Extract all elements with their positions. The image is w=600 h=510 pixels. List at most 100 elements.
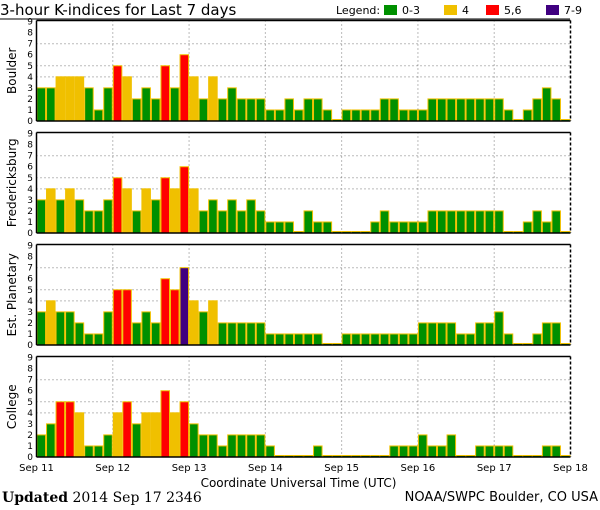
kp-bar <box>189 188 199 234</box>
kp-bar <box>103 311 113 346</box>
kp-bar <box>179 267 190 346</box>
kp-bar <box>84 87 94 122</box>
kp-bar <box>360 333 371 346</box>
x-tick-label: Sep 18 <box>553 463 588 474</box>
kp-bar <box>503 333 514 346</box>
kp-bar <box>36 87 47 122</box>
kp-bar <box>170 87 180 122</box>
kp-bar <box>170 188 180 234</box>
kp-bar <box>112 412 123 458</box>
kp-bar <box>255 210 266 234</box>
kp-bar <box>446 434 457 458</box>
kp-bar <box>551 98 561 122</box>
kp-bar <box>84 445 94 458</box>
kp-bar <box>36 434 47 458</box>
x-tick-label: Sep 16 <box>401 463 436 474</box>
y-tick-label: 6 <box>27 275 33 285</box>
kp-bar <box>131 98 142 122</box>
kp-bar <box>522 221 533 234</box>
kp-bar <box>494 98 504 122</box>
kp-bar <box>65 401 75 458</box>
kp-bar <box>303 210 314 234</box>
kp-bar <box>494 445 504 458</box>
kp-bar <box>503 445 514 458</box>
y-tick-label: 1 <box>27 106 33 116</box>
updated-timestamp: Updated 2014 Sep 17 2346 <box>2 490 202 506</box>
kp-bar <box>475 98 485 122</box>
legend-entry-label: 7-9 <box>564 4 582 17</box>
kp-bar <box>198 311 209 346</box>
kp-bar <box>398 109 409 122</box>
kp-bar <box>122 188 132 234</box>
kp-bar <box>389 333 399 346</box>
y-tick-label: 6 <box>27 163 33 173</box>
y-tick-label: 5 <box>27 174 33 184</box>
kp-bar <box>103 434 113 458</box>
kp-bar <box>427 322 438 346</box>
kp-bar <box>427 98 438 122</box>
kp-bar <box>189 76 199 122</box>
kp-bar <box>456 98 466 122</box>
kp-bar <box>313 445 323 458</box>
x-tick-label: Sep 13 <box>172 463 207 474</box>
y-tick-label: 7 <box>27 152 33 162</box>
kp-bar <box>503 109 514 122</box>
kp-bar <box>84 333 94 346</box>
kp-bar <box>494 210 504 234</box>
kp-bar <box>255 434 266 458</box>
y-tick-label: 0 <box>27 341 33 351</box>
kp-bar <box>274 109 285 122</box>
kp-bar <box>265 221 275 234</box>
kp-bar <box>55 311 66 346</box>
kp-bar <box>141 311 151 346</box>
kp-bar <box>351 109 361 122</box>
kp-bar <box>74 76 85 122</box>
kp-bar <box>170 412 180 458</box>
kp-bar <box>284 98 294 122</box>
kp-bar <box>379 333 390 346</box>
y-tick-label: 3 <box>27 420 33 430</box>
y-tick-label: 8 <box>27 253 33 263</box>
kp-bar <box>236 322 247 346</box>
kp-bar <box>265 333 275 346</box>
kp-bar <box>408 333 418 346</box>
kp-bar <box>313 221 323 234</box>
kp-bar <box>379 210 390 234</box>
kp-bar <box>112 177 123 234</box>
kp-bar <box>341 109 352 122</box>
kp-bar <box>93 210 104 234</box>
legend-label: Legend: <box>336 4 380 17</box>
y-tick-label: 6 <box>27 51 33 61</box>
kp-bar <box>398 445 409 458</box>
kp-bar <box>36 311 47 346</box>
kp-bar <box>341 333 352 346</box>
kp-bar <box>246 434 256 458</box>
kp-bar <box>55 76 66 122</box>
kp-bar <box>217 322 228 346</box>
y-tick-label: 1 <box>27 330 33 340</box>
kp-bar <box>198 98 209 122</box>
kp-bar <box>141 87 151 122</box>
kp-bar <box>532 333 542 346</box>
kp-bar <box>246 98 256 122</box>
legend-swatch <box>486 5 499 15</box>
panel-label: Fredericksburg <box>5 138 19 227</box>
kp-bar <box>265 109 275 122</box>
kp-bar <box>246 199 256 234</box>
kp-bar <box>265 445 275 458</box>
y-tick-label: 4 <box>27 185 33 195</box>
kp-bar <box>122 76 132 122</box>
kp-bar <box>131 423 142 458</box>
kp-bar <box>150 98 161 122</box>
kp-bar <box>389 98 399 122</box>
kp-bar <box>494 311 504 346</box>
kp-bar <box>475 210 485 234</box>
kp-bar <box>179 166 190 234</box>
kp-bar <box>551 445 561 458</box>
legend-swatch <box>546 5 559 15</box>
kp-bar <box>217 210 228 234</box>
kp-bar <box>293 109 304 122</box>
kp-bar <box>227 87 237 122</box>
kp-bar <box>236 98 247 122</box>
kp-bar <box>417 434 428 458</box>
